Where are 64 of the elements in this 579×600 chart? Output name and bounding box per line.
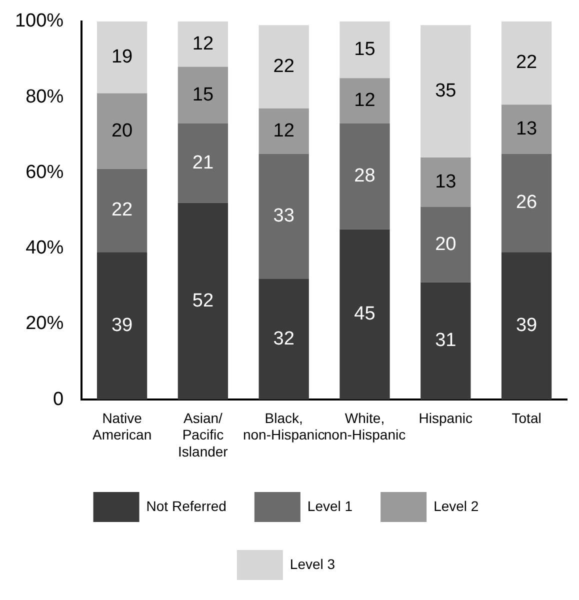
bar <box>420 206 471 282</box>
data-label: 35 <box>435 80 456 102</box>
data-label: 12 <box>192 33 214 54</box>
bar <box>96 168 148 252</box>
bar <box>96 93 148 169</box>
data-label: 12 <box>273 120 294 142</box>
bar <box>96 21 148 94</box>
y-tick-label: 0 <box>53 388 64 410</box>
bar <box>178 124 228 203</box>
x-tick-label: Native American <box>92 410 152 443</box>
data-label: 13 <box>435 171 456 192</box>
legend-label: Level 3 <box>290 556 336 572</box>
bar <box>501 154 552 252</box>
x-tick-label: Hispanic <box>418 410 472 426</box>
bar <box>340 229 390 400</box>
data-label: 12 <box>354 90 376 112</box>
bar <box>420 158 471 207</box>
x-tick-label: Asian/ Pacific Islander <box>178 410 228 460</box>
bar <box>420 282 471 400</box>
legend-label: Level 2 <box>434 498 479 514</box>
bar <box>501 21 552 105</box>
bar <box>258 25 309 108</box>
bar <box>258 108 309 154</box>
data-label: 20 <box>435 234 456 255</box>
data-label: 22 <box>273 56 294 78</box>
legend-label: Level 1 <box>307 498 353 514</box>
bar <box>258 154 309 279</box>
bar <box>178 202 228 400</box>
data-label: 28 <box>354 166 376 187</box>
bar <box>258 278 309 400</box>
bar <box>340 21 390 78</box>
data-label: 22 <box>516 52 538 74</box>
data-label: 26 <box>516 192 538 214</box>
bar <box>420 25 471 158</box>
y-tick-label: 80% <box>26 86 64 108</box>
y-tick-label: 40% <box>26 238 64 259</box>
data-label: 45 <box>354 304 376 325</box>
bar <box>96 252 148 400</box>
bar <box>178 21 228 67</box>
data-label: 19 <box>111 46 133 68</box>
data-label: 15 <box>354 39 376 60</box>
bar <box>501 252 552 400</box>
x-tick-label: Total <box>512 410 542 426</box>
data-label: 22 <box>111 200 133 221</box>
data-label: 13 <box>516 118 538 140</box>
y-tick-label: 100% <box>14 10 64 32</box>
data-label: 52 <box>192 290 214 312</box>
y-tick-label: 60% <box>26 162 64 183</box>
data-label: 31 <box>435 330 456 352</box>
x-tick-label: White, non-Hispanic <box>324 410 406 443</box>
x-tick-label: Black, non-Hispanic <box>242 410 325 443</box>
data-label: 21 <box>192 152 214 174</box>
data-label: 39 <box>516 315 538 336</box>
data-label: 32 <box>273 328 294 350</box>
bar <box>178 66 228 124</box>
data-label: 15 <box>192 84 214 106</box>
data-label: 20 <box>111 120 133 142</box>
legend-label: Not Referred <box>146 498 226 514</box>
bar <box>340 124 390 230</box>
y-tick-label: 20% <box>26 313 64 334</box>
data-label: 39 <box>111 315 133 336</box>
bar <box>501 104 552 154</box>
data-label: 33 <box>273 205 294 226</box>
bar <box>340 78 390 124</box>
